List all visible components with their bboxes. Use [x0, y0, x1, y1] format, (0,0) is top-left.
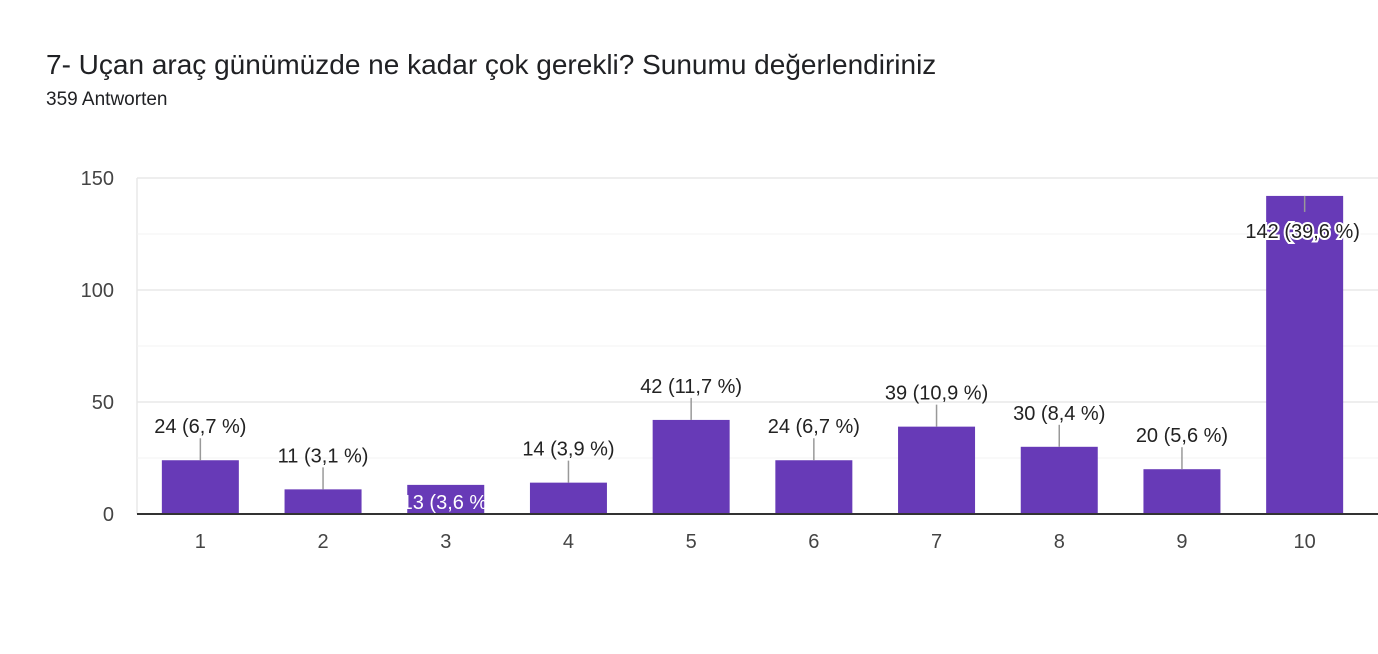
- data-label: 13 (3,6 %): [402, 492, 494, 514]
- x-axis-tick-labels: 1 2 3 4 5 6 7 8 9 10: [195, 531, 1316, 553]
- data-label: 30 (8,4 %): [1013, 403, 1105, 425]
- bar[interactable]: [1266, 195, 1344, 515]
- y-tick-label: 100: [81, 280, 114, 302]
- bars: [161, 195, 1344, 515]
- chart-header: 7- Uçan araç günümüzde ne kadar çok gere…: [46, 46, 936, 112]
- y-tick-label: 150: [81, 168, 114, 190]
- data-label: 39 (10,9 %): [885, 383, 988, 405]
- x-tick-label: 6: [808, 531, 819, 553]
- x-tick-label: 3: [440, 531, 451, 553]
- x-tick-label: 5: [686, 531, 697, 553]
- data-label: 142 (39,6 %): [1245, 221, 1360, 243]
- data-label: 11 (3,1 %): [278, 445, 369, 467]
- x-tick-label: 7: [931, 531, 942, 553]
- x-tick-label: 10: [1294, 531, 1316, 553]
- y-tick-label: 50: [92, 392, 114, 414]
- x-tick-label: 9: [1176, 531, 1187, 553]
- bar[interactable]: [1020, 446, 1098, 514]
- response-count: 359 Antworten: [46, 89, 168, 110]
- data-label: 20 (5,6 %): [1136, 425, 1228, 447]
- data-label: 42 (11,7 %): [640, 376, 742, 398]
- bar[interactable]: [652, 419, 730, 514]
- y-axis-tick-labels: 0 50 100 150: [81, 168, 114, 526]
- data-label: 14 (3,9 %): [522, 439, 614, 461]
- data-label: 24 (6,7 %): [768, 416, 860, 438]
- x-tick-label: 8: [1054, 531, 1065, 553]
- grid-lines: [136, 177, 1378, 514]
- y-tick-label: 0: [103, 504, 114, 526]
- bar[interactable]: [529, 482, 607, 514]
- bar[interactable]: [1143, 469, 1221, 514]
- bar[interactable]: [407, 484, 485, 514]
- x-tick-label: 4: [563, 531, 574, 553]
- bar[interactable]: [898, 426, 976, 514]
- x-tick-label: 1: [195, 531, 206, 553]
- chart-title: 7- Uçan araç günümüzde ne kadar çok gere…: [46, 49, 937, 80]
- x-tick-label: 2: [317, 531, 328, 553]
- bar[interactable]: [775, 460, 853, 514]
- data-labels: 24 (6,7 %) 11 (3,1 %) 13 (3,6 %) 14 (3,9 %)…: [154, 195, 1362, 514]
- bar[interactable]: [284, 489, 362, 514]
- bar[interactable]: [161, 460, 239, 514]
- data-label: 24 (6,7 %): [154, 416, 246, 438]
